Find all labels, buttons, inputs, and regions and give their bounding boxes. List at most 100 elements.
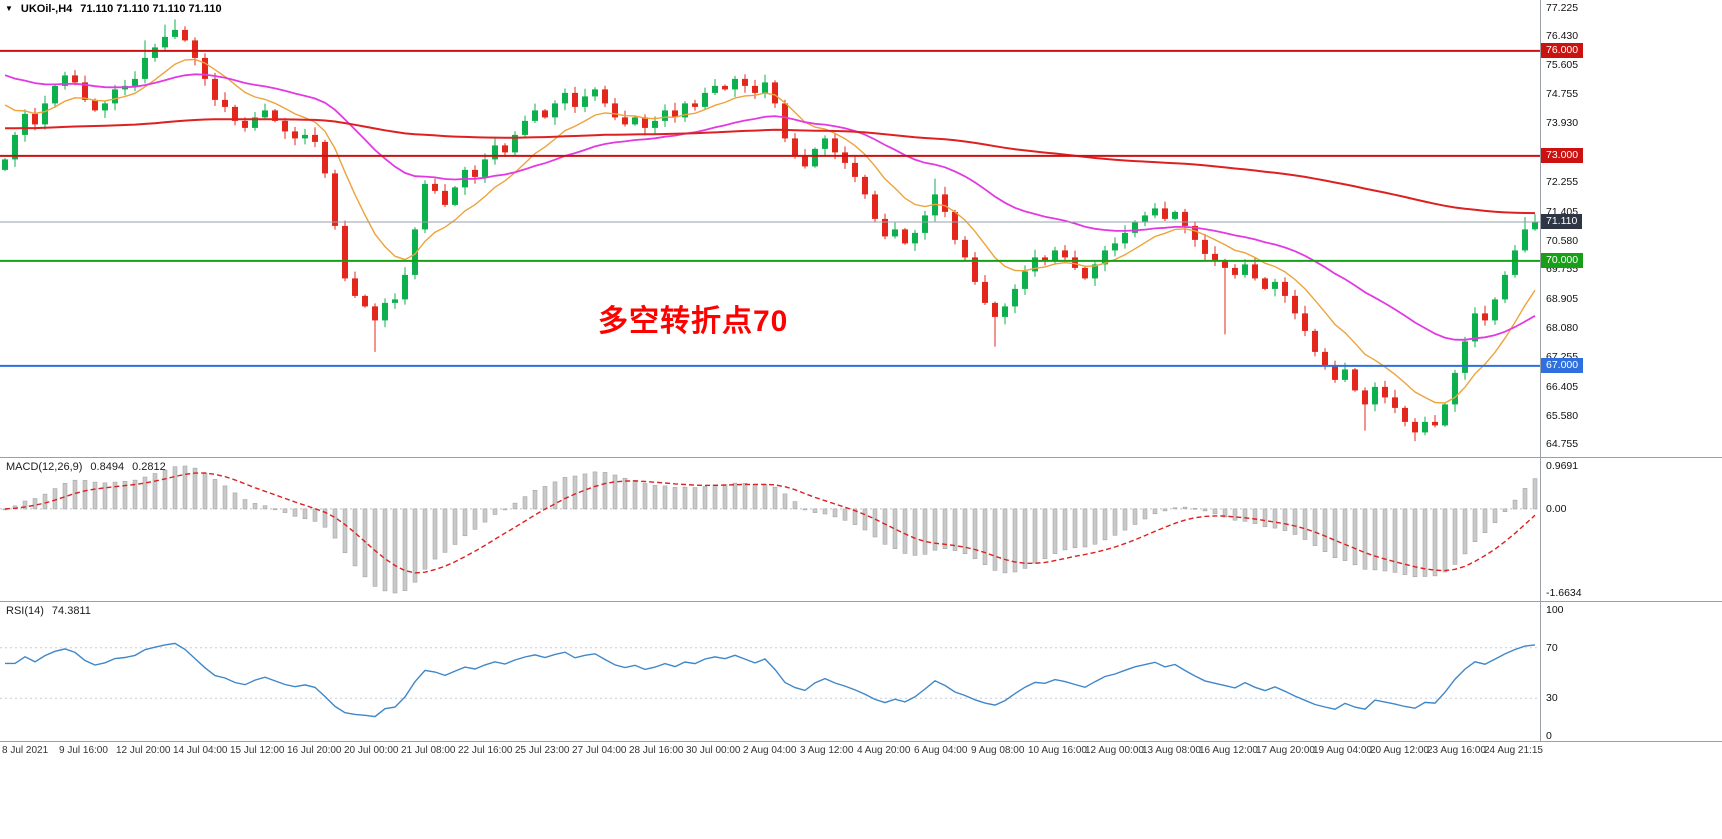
price-axis-label: 75.605 [1546,58,1579,71]
macd-histogram-bar [1002,508,1008,574]
price-axis[interactable]: 77.22576.43075.60574.75573.93073.10572.2… [1540,0,1722,457]
macd-histogram-bar [1332,508,1338,558]
candle-body [432,183,438,191]
macd-signal-value: 0.2812 [132,461,166,473]
macd-histogram-bar [642,483,648,510]
candle-body [1522,229,1528,251]
macd-histogram-bar [1422,508,1428,577]
candle-body [62,75,68,86]
candle-body [622,117,628,125]
time-axis-label: 21 Jul 08:00 [401,745,456,756]
candle-body [782,103,788,139]
candle-body [1062,250,1068,258]
candle-body [512,134,518,153]
macd-histogram-bar [872,508,878,538]
macd-histogram-bar [542,486,548,510]
candle-body [402,274,408,300]
candle-body [812,148,818,167]
macd-histogram-bar [122,481,128,510]
macd-histogram-bar [982,508,988,565]
price-axis-label: 76.430 [1546,29,1579,42]
price-chart-panel[interactable] [0,0,1540,457]
rsi-axis[interactable]: 100 70 30 0 [1540,602,1722,742]
candle-body [952,211,958,240]
macd-histogram-bar [782,493,788,510]
candle-body [1172,211,1178,219]
macd-histogram-bar [512,502,518,510]
candle-body [672,110,678,118]
candle-body [222,99,228,107]
candle-body [1532,222,1538,230]
rsi-axis-label: 100 [1546,604,1564,616]
candle-body [862,176,868,195]
macd-histogram-bar [1282,508,1288,531]
candle-body [472,169,478,177]
macd-histogram-bar [342,508,348,554]
candle-body [972,257,978,282]
macd-main-value: 0.8494 [90,461,125,473]
candle-body [562,92,568,104]
symbol-dropdown-icon[interactable]: ▼ [5,4,13,13]
candle-body [982,281,988,303]
rsi-indicator-panel[interactable] [0,602,1540,741]
candle-body [842,152,848,163]
candle-body [442,190,448,205]
candle-body [252,117,258,128]
candle-body [502,145,508,153]
macd-histogram-bar [432,508,438,560]
panel-separator[interactable] [0,457,1722,458]
candle-body [102,103,108,111]
macd-histogram-bar [62,483,68,510]
candle-body [152,47,158,58]
macd-histogram-bar [1122,508,1128,531]
candle-body [242,120,248,128]
candle-body [872,194,878,219]
candle-body [422,183,428,230]
candle-body [1252,264,1258,279]
candle-body [722,85,728,90]
candle-body [1322,351,1328,366]
price-axis-label: 72.255 [1546,175,1579,188]
macd-histogram-bar [402,508,408,591]
candle-body [142,57,148,79]
macd-histogram-bar [302,508,308,520]
candle-body [1272,281,1278,289]
symbol-title: UKOil-,H4 [20,3,73,15]
macd-histogram-bar [1252,508,1258,524]
macd-histogram-bar [972,508,978,559]
time-scale-separator[interactable] [0,741,1722,742]
time-axis-label: 28 Jul 16:00 [629,745,684,756]
candle-body [1142,215,1148,223]
candle-body [1192,225,1198,240]
macd-histogram-bar [1062,508,1068,551]
macd-histogram-bar [792,501,798,510]
candle-body [992,302,998,317]
macd-histogram-bar [1392,508,1398,573]
candle-body [552,103,558,118]
price-axis-label: 66.405 [1546,380,1579,393]
candle-body [612,103,618,118]
macd-histogram-bar [242,499,248,510]
macd-histogram-bar [1522,488,1528,510]
macd-histogram-bar [722,484,728,510]
chart-annotation: 多空转折点70 [598,305,789,338]
macd-histogram-bar [622,477,628,510]
slow-ma-line [4,118,1536,215]
macd-histogram-bar [1202,508,1208,512]
candle-body [1292,295,1298,314]
rsi-value: 74.3811 [51,605,91,617]
candle-body [852,162,858,177]
macd-histogram-bar [1432,508,1438,577]
candle-body [1002,306,1008,317]
macd-axis[interactable]: 0.9691 0.00 -1.6634 [1540,458,1722,601]
panel-separator[interactable] [0,601,1722,602]
time-axis[interactable]: 8 Jul 2021 9 Jul 16:00 12 Jul 20:00 14 Jul … [0,743,1722,763]
price-axis-label: 68.905 [1546,293,1579,306]
candle-body [482,159,488,177]
macd-indicator-panel[interactable] [0,458,1540,601]
candle-body [532,110,538,121]
candle-body [52,85,58,104]
macd-histogram-bar [252,503,258,510]
macd-histogram-bar [652,485,658,510]
macd-histogram-bar [562,477,568,510]
